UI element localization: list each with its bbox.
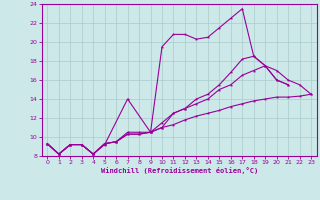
X-axis label: Windchill (Refroidissement éolien,°C): Windchill (Refroidissement éolien,°C): [100, 167, 258, 174]
